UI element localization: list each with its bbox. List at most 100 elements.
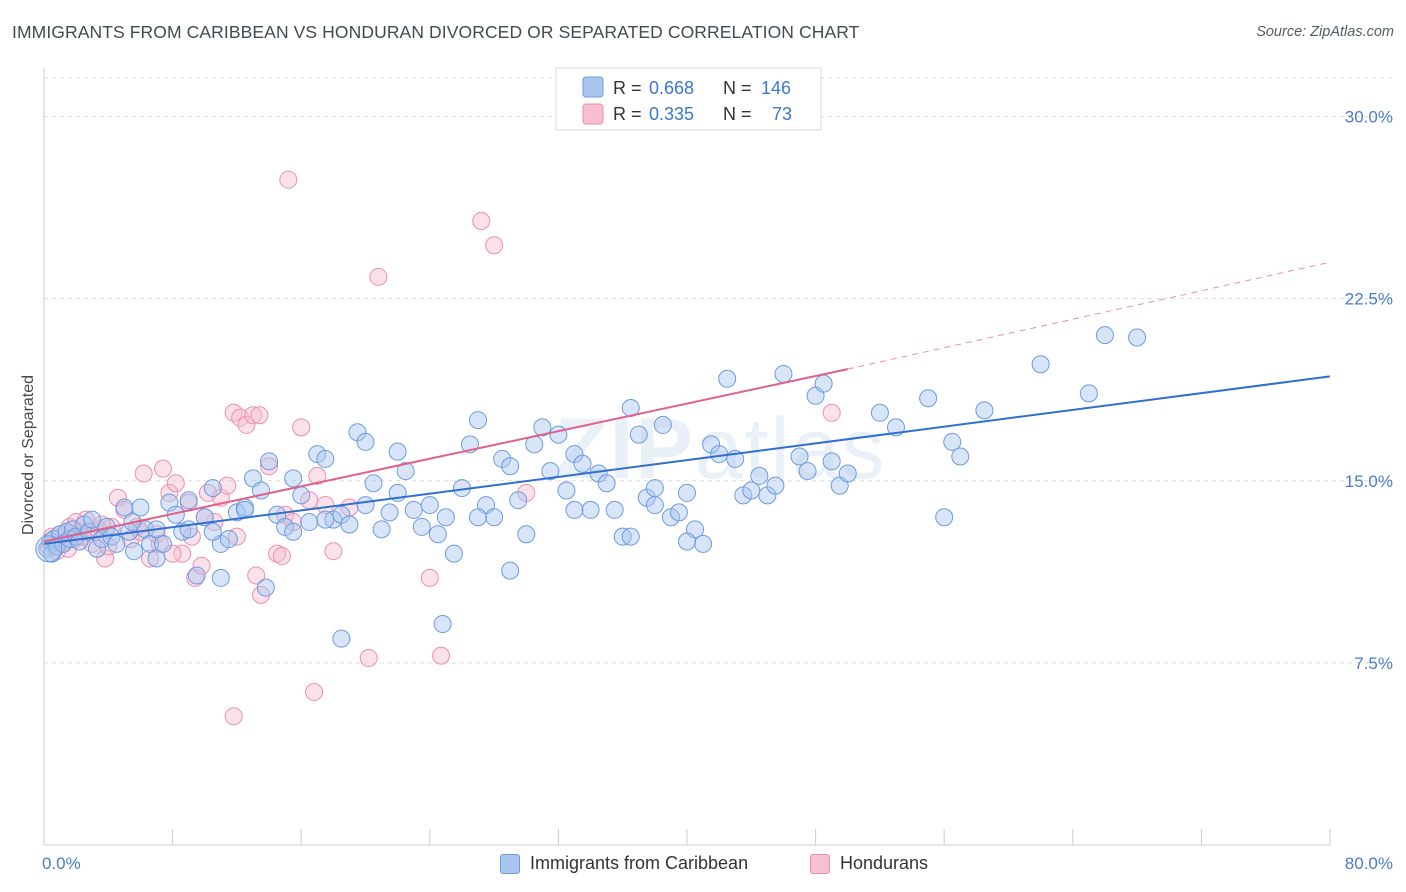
point-caribbean-95 — [694, 534, 713, 553]
point-caribbean-48 — [316, 449, 335, 468]
point-caribbean-22 — [125, 542, 144, 561]
legend-label-caribbean: Immigrants from Caribbean — [530, 853, 749, 873]
point-caribbean-119 — [1031, 355, 1050, 374]
axes — [43, 68, 1331, 846]
point-caribbean-64 — [444, 544, 463, 563]
point-hondurans-21 — [160, 483, 179, 502]
point-caribbean-92 — [669, 503, 688, 522]
point-hondurans-18 — [141, 549, 160, 568]
point-caribbean-131 — [565, 500, 584, 519]
point-caribbean-109 — [822, 452, 841, 471]
point-caribbean-128 — [356, 496, 375, 515]
y-tick-label-2: 22.5% — [1345, 290, 1393, 309]
point-caribbean-59 — [404, 500, 423, 519]
point-caribbean-72 — [509, 491, 528, 510]
point-caribbean-62 — [428, 525, 447, 544]
point-caribbean-44 — [284, 469, 303, 488]
point-caribbean-129 — [388, 442, 407, 461]
point-caribbean-135 — [766, 476, 785, 495]
point-caribbean-102 — [750, 466, 769, 485]
y-tick-label-0: 7.5% — [1354, 654, 1393, 673]
x-tick-label-min: 0.0% — [42, 854, 81, 873]
point-caribbean-141 — [284, 522, 303, 541]
point-hondurans-51 — [305, 683, 324, 702]
gridlines — [44, 77, 1394, 664]
point-caribbean-117 — [951, 447, 970, 466]
point-caribbean-114 — [919, 389, 938, 408]
point-hondurans-66 — [272, 547, 291, 566]
point-hondurans-55 — [420, 568, 439, 587]
point-hondurans-40 — [292, 418, 311, 437]
bottom-legend: Immigrants from Caribbean Hondurans — [0, 850, 1406, 880]
point-caribbean-60 — [412, 517, 431, 536]
point-caribbean-112 — [870, 403, 889, 422]
point-caribbean-78 — [557, 481, 576, 500]
legend-item-hondurans[interactable]: Hondurans — [810, 853, 928, 874]
point-hondurans-50 — [224, 707, 243, 726]
legend-swatch-blue — [582, 76, 604, 98]
legend-swatch-hondurans — [810, 853, 830, 874]
legend-box: R = 0.668 N = 146 R = 0.335 N = 73 — [555, 67, 822, 131]
point-caribbean-97 — [710, 445, 729, 464]
point-caribbean-142 — [316, 510, 335, 529]
y-tick-label-3: 30.0% — [1345, 108, 1393, 127]
point-hondurans-35 — [250, 406, 269, 425]
point-hondurans-34 — [243, 406, 262, 425]
point-caribbean-115 — [935, 508, 954, 527]
point-caribbean-126 — [433, 615, 452, 634]
legend-r-value-1: 0.668 — [649, 78, 694, 98]
point-hondurans-22 — [166, 474, 185, 493]
point-caribbean-125 — [332, 629, 351, 648]
point-caribbean-55 — [372, 520, 391, 539]
point-hondurans-42 — [308, 466, 327, 485]
point-caribbean-134 — [678, 532, 696, 551]
series-hondurans-points — [39, 170, 841, 726]
point-caribbean-80 — [573, 454, 592, 473]
point-caribbean-116 — [943, 432, 962, 451]
x-tick-label-max: 80.0% — [1345, 854, 1393, 873]
legend-n-label-1: N = — [723, 78, 752, 98]
point-caribbean-84 — [605, 500, 624, 519]
y-axis-title: Divorced or Separated — [20, 375, 37, 535]
legend-swatch-caribbean — [500, 853, 520, 874]
point-caribbean-98 — [718, 369, 737, 388]
point-caribbean-73 — [517, 525, 536, 544]
point-caribbean-123 — [211, 568, 230, 587]
point-caribbean-130 — [469, 508, 488, 527]
point-caribbean-46 — [300, 513, 319, 532]
point-caribbean-41 — [260, 452, 279, 471]
legend-n-label-2: N = — [723, 104, 752, 124]
legend-r-label-1: R = — [613, 78, 642, 98]
legend-label-hondurans: Hondurans — [840, 853, 929, 873]
point-hondurans-46 — [369, 267, 388, 286]
point-hondurans-26 — [192, 556, 211, 575]
point-hondurans-36 — [260, 457, 279, 476]
point-caribbean-15 — [88, 539, 107, 558]
trend-line-hondurans-extension — [847, 261, 1331, 370]
point-caribbean-118 — [975, 401, 994, 420]
point-caribbean-122 — [1128, 328, 1147, 347]
point-caribbean-32 — [187, 566, 206, 585]
point-hondurans-30 — [218, 476, 237, 495]
point-hondurans-20 — [153, 459, 172, 478]
y-tick-label-1: 15.0% — [1345, 472, 1393, 491]
point-caribbean-31 — [179, 491, 198, 510]
point-caribbean-67 — [469, 411, 488, 430]
point-caribbean-140 — [235, 500, 254, 519]
point-caribbean-20 — [115, 498, 134, 517]
point-caribbean-139 — [203, 522, 222, 541]
point-caribbean-34 — [203, 479, 222, 498]
point-caribbean-76 — [541, 462, 560, 481]
point-caribbean-63 — [436, 508, 455, 527]
source-credit: Source: ZipAtlas.com — [1256, 24, 1394, 40]
point-caribbean-105 — [790, 447, 809, 466]
point-hondurans-53 — [432, 646, 451, 665]
point-caribbean-108 — [814, 374, 833, 393]
point-hondurans-23 — [173, 544, 192, 563]
point-caribbean-14 — [83, 510, 102, 529]
point-caribbean-124 — [256, 578, 275, 597]
point-caribbean-90 — [653, 415, 672, 434]
point-caribbean-127 — [501, 561, 520, 580]
legend-item-caribbean[interactable]: Immigrants from Caribbean — [500, 853, 748, 874]
